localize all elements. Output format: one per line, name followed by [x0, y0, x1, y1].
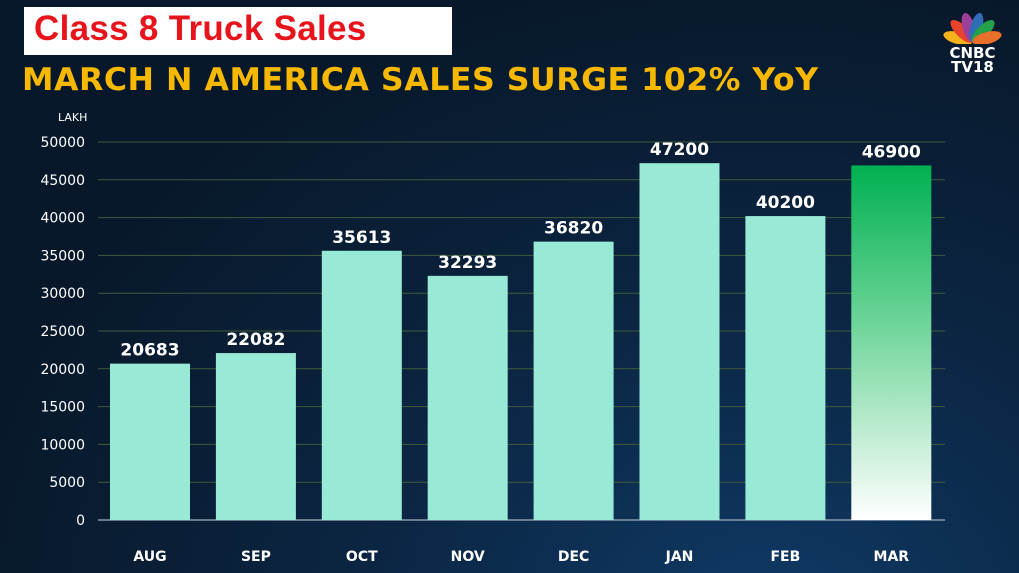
y-tick-label: 15000 — [40, 400, 85, 416]
bar-aug — [110, 363, 190, 520]
y-tick-label: 5000 — [49, 475, 85, 491]
x-tick-label: NOV — [451, 549, 485, 565]
logo-text-tv18: TV18 — [951, 58, 994, 76]
x-tick-label: JAN — [665, 549, 694, 565]
y-tick-label: 0 — [76, 513, 85, 529]
x-tick-label: FEB — [770, 549, 800, 565]
x-tick-label: SEP — [241, 549, 271, 565]
y-tick-label: 20000 — [40, 362, 85, 378]
y-tick-label: 25000 — [40, 324, 85, 340]
bar-jan — [639, 163, 720, 520]
data-label: 47200 — [650, 140, 709, 160]
y-tick-label: 40000 — [40, 211, 85, 227]
bar-mar — [851, 165, 932, 520]
bar-nov — [427, 275, 508, 520]
data-label: 20683 — [120, 341, 179, 361]
y-tick-label: 35000 — [40, 248, 85, 264]
y-tick-label: 30000 — [40, 286, 85, 302]
bar-dec — [533, 241, 614, 520]
y-axis-label: LAKH — [58, 111, 87, 124]
y-tick-label: 50000 — [40, 135, 85, 151]
bar-oct — [321, 250, 402, 520]
x-tick-label: MAR — [874, 549, 910, 565]
y-tick-label: 45000 — [40, 173, 85, 189]
data-label: 32293 — [438, 253, 497, 273]
peacock-icon — [943, 12, 1002, 46]
data-label: 22082 — [226, 330, 285, 350]
chart-subtitle: MARCH N AMERICA SALES SURGE 102% YoY — [22, 62, 819, 98]
chart-title: Class 8 Truck Sales — [34, 9, 367, 48]
cnbc-tv18-logo: CNBC TV18 — [935, 10, 1010, 75]
data-label: 36820 — [544, 219, 603, 239]
bar-sep — [215, 353, 296, 520]
y-tick-label: 10000 — [40, 437, 85, 453]
title-box: Class 8 Truck Sales — [24, 7, 452, 55]
x-tick-label: DEC — [558, 549, 589, 565]
x-tick-label: OCT — [346, 549, 378, 565]
data-label: 35613 — [332, 228, 391, 248]
data-label: 40200 — [756, 193, 815, 213]
logo-text-cnbc: CNBC — [949, 44, 996, 62]
data-label: 46900 — [862, 142, 921, 162]
bar-feb — [745, 216, 826, 520]
x-tick-label: AUG — [133, 549, 166, 565]
